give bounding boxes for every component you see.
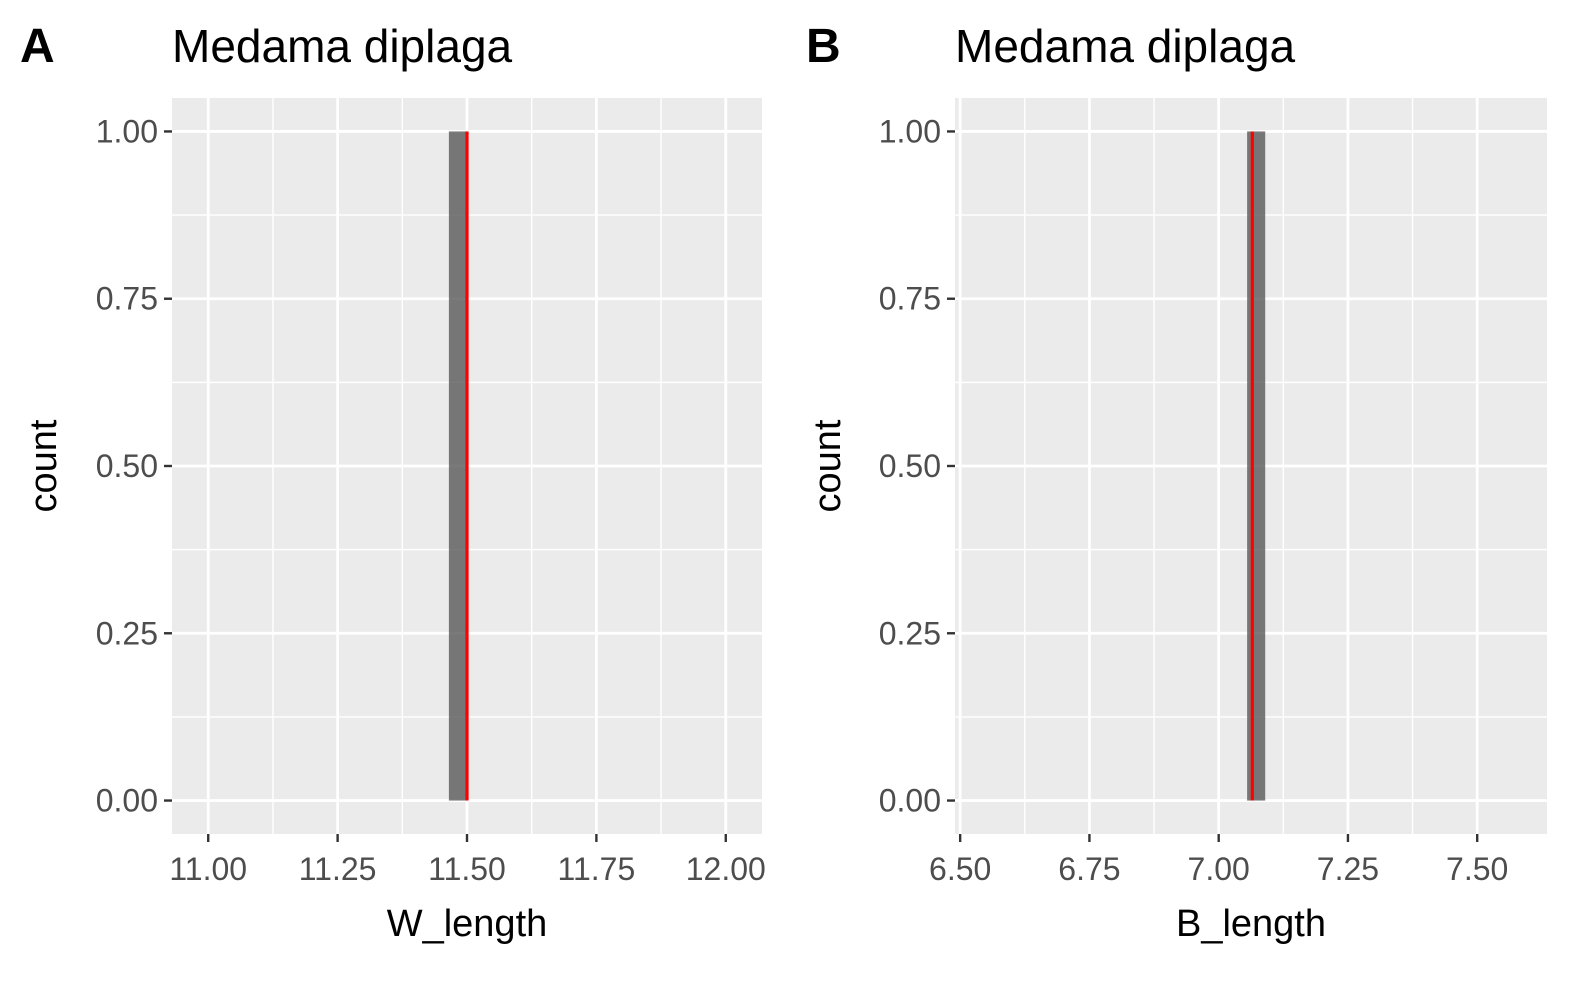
chart-panel-a: 0.00 0.25 0.50 0.75 1.00 11.00 11.25 11.50 11.75… [20,20,766,945]
x-tick-label: 6.75 [1058,851,1120,887]
y-tick-label: 1.00 [96,113,158,149]
x-axis-label: W_length [387,903,548,945]
x-tick-label: 11.25 [299,851,377,887]
panel-tag: A [20,20,55,73]
x-tick-label: 11.75 [558,851,636,887]
chart-title: Medama diplaga [172,20,513,72]
y-tick-label: 0.75 [96,281,158,317]
chart-title: Medama diplaga [955,20,1296,72]
y-tick-label: 0.50 [96,448,158,484]
x-tick-label: 7.25 [1317,851,1379,887]
y-tick-label: 0.00 [879,783,941,819]
y-tick-label: 0.50 [879,448,941,484]
y-axis-label: count [23,419,65,512]
chart-panel-b: 0.00 0.25 0.50 0.75 1.00 6.50 6.75 7.00 7.25 7.50… [806,20,1547,945]
x-tick-label: 7.00 [1188,851,1250,887]
x-axis-label: B_length [1176,903,1326,945]
y-tick-label: 0.25 [879,615,941,651]
y-tick-label: 0.00 [96,783,158,819]
panel-tag: B [806,20,841,73]
x-tick-label: 11.00 [169,851,247,887]
x-tick-label: 11.50 [428,851,506,887]
x-tick-label: 7.50 [1446,851,1508,887]
y-axis-label: count [807,419,849,512]
y-tick-label: 0.25 [96,615,158,651]
x-tick-label: 12.00 [686,851,766,887]
y-tick-label: 1.00 [879,113,941,149]
histogram-bar [448,131,467,801]
y-tick-label: 0.75 [879,281,941,317]
x-tick-label: 6.50 [929,851,991,887]
histogram-bar [1247,131,1266,801]
